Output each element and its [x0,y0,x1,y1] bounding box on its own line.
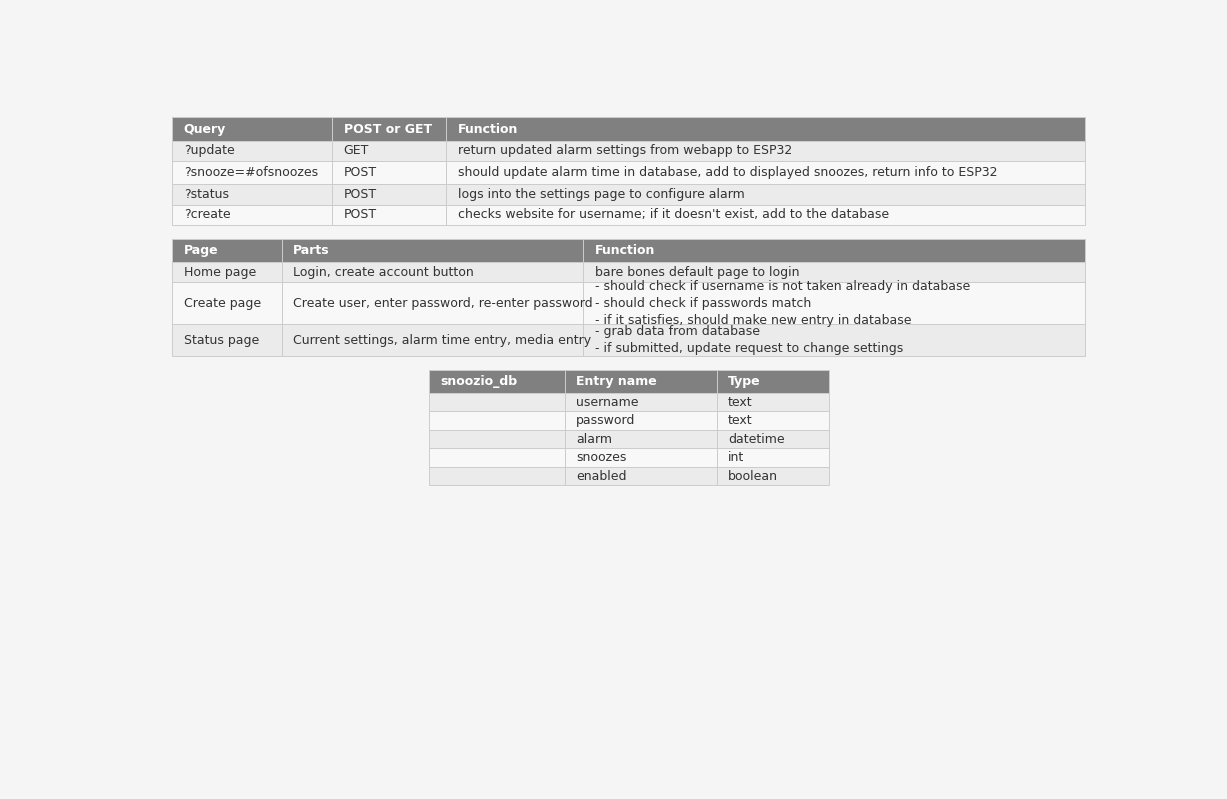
Text: Page: Page [184,244,218,256]
Text: datetime: datetime [728,433,785,446]
Text: int: int [728,451,745,464]
Bar [583,282,1085,324]
Bar [429,393,564,411]
Bar [717,448,828,467]
Text: Type: Type [728,375,761,388]
Bar [564,467,717,485]
Text: should update alarm time in database, add to displayed snoozes, return info to E: should update alarm time in database, ad… [458,166,998,179]
Text: Current settings, alarm time entry, media entry: Current settings, alarm time entry, medi… [293,334,591,347]
Text: GET: GET [344,145,369,157]
Text: Status page: Status page [184,334,259,347]
Bar [333,161,447,185]
Text: text: text [728,414,752,427]
Bar [282,282,583,324]
Text: - grab data from database
- if submitted, update request to change settings: - grab data from database - if submitted… [595,325,903,355]
Text: Parts: Parts [293,244,330,256]
Bar [172,205,333,225]
Bar [429,370,564,393]
Text: Function: Function [595,244,655,256]
Text: password: password [577,414,636,427]
Text: boolean: boolean [728,470,778,483]
Bar [172,324,282,356]
Bar [282,239,583,262]
Bar [429,411,564,430]
Bar [429,430,564,448]
Bar [447,161,1085,185]
Bar [583,262,1085,282]
Bar [564,411,717,430]
Text: username: username [577,396,639,409]
Text: return updated alarm settings from webapp to ESP32: return updated alarm settings from webap… [458,145,791,157]
Bar [429,467,564,485]
Text: POST: POST [344,209,377,221]
Bar [282,262,583,282]
Text: POST: POST [344,166,377,179]
Text: POST: POST [344,188,377,201]
Bar [447,205,1085,225]
Text: Create user, enter password, re-enter password: Create user, enter password, re-enter pa… [293,296,593,310]
Bar [172,161,333,185]
Text: bare bones default page to login: bare bones default page to login [595,265,799,279]
Text: Entry name: Entry name [577,375,658,388]
Bar [717,430,828,448]
Text: ?create: ?create [184,209,231,221]
Text: Query: Query [184,122,226,136]
Text: checks website for username; if it doesn't exist, add to the database: checks website for username; if it doesn… [458,209,888,221]
Bar [333,141,447,161]
Bar [333,205,447,225]
Text: - should check if username is not taken already in database
- should check if pa: - should check if username is not taken … [595,280,969,327]
Bar [583,324,1085,356]
Bar [583,239,1085,262]
Text: enabled: enabled [577,470,627,483]
Text: POST or GET: POST or GET [344,122,432,136]
Text: Login, create account button: Login, create account button [293,265,474,279]
Text: ?update: ?update [184,145,234,157]
Text: ?status: ?status [184,188,228,201]
Text: logs into the settings page to configure alarm: logs into the settings page to configure… [458,188,745,201]
Bar [282,324,583,356]
Text: snoozes: snoozes [577,451,627,464]
Text: Home page: Home page [184,265,256,279]
Bar [172,262,282,282]
Bar [172,185,333,205]
Text: Function: Function [458,122,518,136]
Bar [172,117,333,141]
Text: Create page: Create page [184,296,261,310]
Bar [447,141,1085,161]
Bar [717,393,828,411]
Bar [717,370,828,393]
Bar [564,370,717,393]
Text: text: text [728,396,752,409]
Bar [333,185,447,205]
Bar [172,282,282,324]
Bar [564,448,717,467]
Bar [447,117,1085,141]
Bar [429,448,564,467]
Bar [333,117,447,141]
Bar [717,467,828,485]
Text: snoozio_db: snoozio_db [440,375,518,388]
Bar [447,185,1085,205]
Bar [172,239,282,262]
Text: alarm: alarm [577,433,612,446]
Bar [564,430,717,448]
Text: ?snooze=#ofsnoozes: ?snooze=#ofsnoozes [184,166,318,179]
Bar [172,141,333,161]
Bar [564,393,717,411]
Bar [717,411,828,430]
